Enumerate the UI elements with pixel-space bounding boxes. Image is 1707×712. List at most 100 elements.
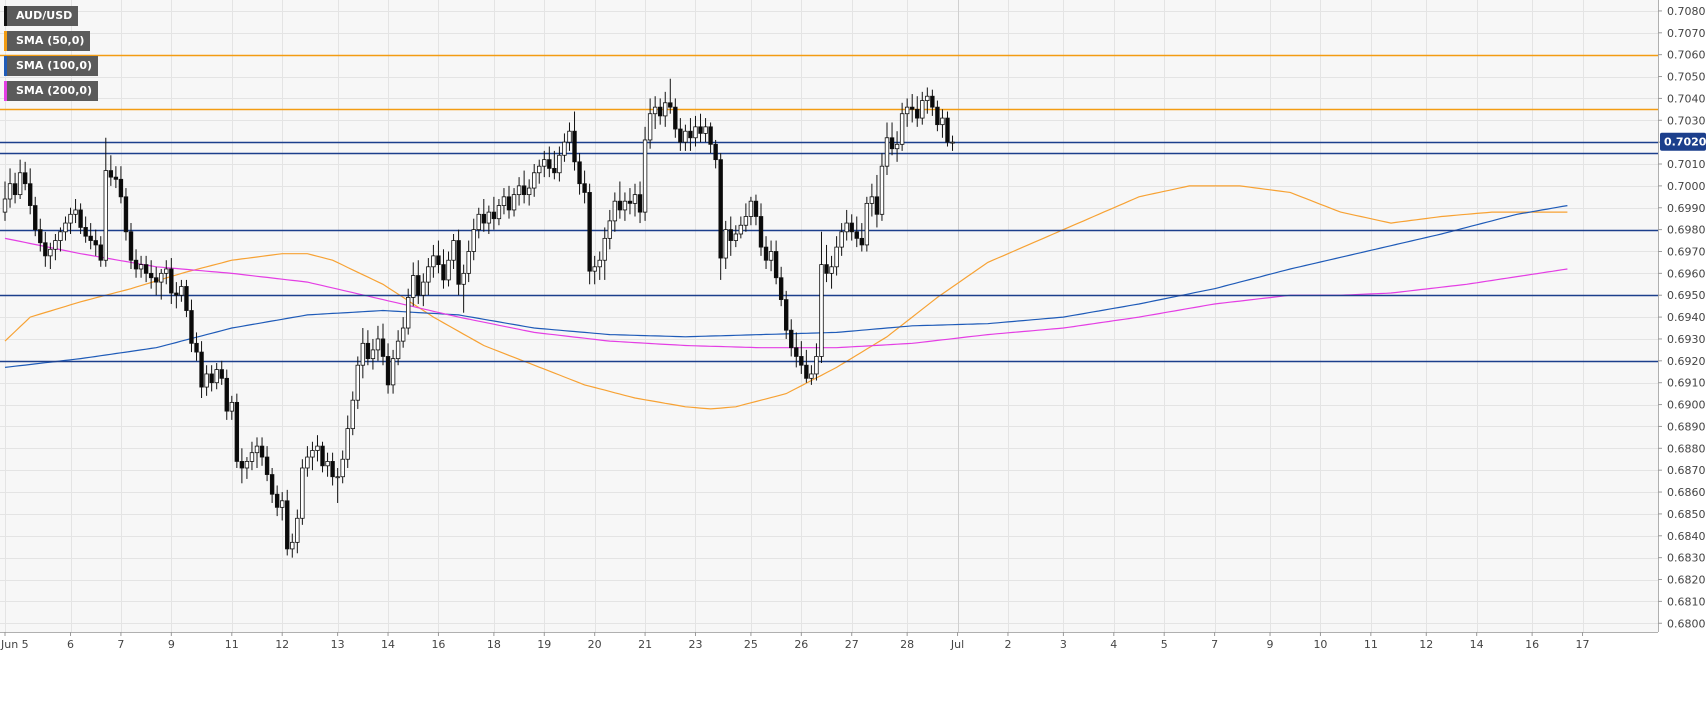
candle-body xyxy=(789,329,794,349)
y-axis-tick-label: 0.7080 xyxy=(1667,5,1706,18)
candle-body xyxy=(562,141,567,156)
legend-swatch-sma-200 xyxy=(4,81,7,101)
candle-body xyxy=(285,500,290,550)
candle-body xyxy=(421,281,426,296)
candle-body xyxy=(930,95,935,108)
candle-body xyxy=(910,106,915,110)
x-axis-tick-label: 26 xyxy=(794,638,808,651)
candle-body xyxy=(395,340,401,360)
candle-body xyxy=(728,229,733,241)
candle-body xyxy=(310,450,315,458)
candle-body xyxy=(375,338,381,351)
candle-body xyxy=(612,200,618,222)
candle-body xyxy=(325,461,330,467)
candle-body xyxy=(501,196,507,206)
candle-body xyxy=(93,240,98,246)
candle-body xyxy=(380,338,386,357)
candle-body xyxy=(259,445,265,458)
candle-body xyxy=(471,229,476,252)
candle-body xyxy=(532,172,537,189)
x-axis-tick-label: 19 xyxy=(537,638,551,651)
candle-body xyxy=(950,141,955,144)
candle-body xyxy=(516,185,522,196)
candle-body xyxy=(481,213,486,224)
candle-body xyxy=(920,100,925,119)
candle-body xyxy=(738,224,744,235)
y-axis-tick-label: 0.6960 xyxy=(1667,267,1706,280)
candle-body xyxy=(58,231,63,241)
x-axis-tick-label: 25 xyxy=(744,638,758,651)
candle-body xyxy=(123,196,129,233)
y-axis-tick-label: 0.7030 xyxy=(1667,114,1706,127)
candle-body xyxy=(884,137,890,167)
x-axis-tick-label: 17 xyxy=(1576,638,1590,651)
candle-body xyxy=(340,458,345,478)
candle-body xyxy=(169,268,174,294)
candle-body xyxy=(2,198,8,213)
x-axis-tick-label: 3 xyxy=(1060,638,1067,651)
x-axis-tick-label: 13 xyxy=(331,638,345,651)
candle-body xyxy=(894,143,900,150)
candle-body xyxy=(658,106,663,117)
candle-body xyxy=(839,231,844,248)
candle-body xyxy=(189,310,194,344)
legend-label-sma-200: SMA (200,0) xyxy=(16,84,93,97)
legend-item-sma-200[interactable]: SMA (200,0) xyxy=(4,81,99,101)
x-axis-tick-label: 9 xyxy=(168,638,175,651)
candle-body xyxy=(199,351,204,388)
legend-label-audusd: AUD/USD xyxy=(16,9,73,22)
x-axis-tick-label: 12 xyxy=(275,638,289,651)
candle-body xyxy=(456,240,461,285)
candle-body xyxy=(496,205,502,220)
current-price-badge xyxy=(1660,132,1706,151)
candle-body xyxy=(945,117,950,143)
legend-swatch-audusd xyxy=(4,6,7,26)
candle-body xyxy=(703,126,708,134)
x-axis-tick-label: 27 xyxy=(845,638,859,651)
candle-body xyxy=(547,159,552,169)
candle-body xyxy=(824,264,829,274)
candle-body xyxy=(274,493,280,508)
candle-body xyxy=(864,202,870,246)
candle-body xyxy=(784,299,789,331)
candle-body xyxy=(118,178,124,198)
legend-item-sma-50[interactable]: SMA (50,0) xyxy=(4,31,91,51)
legend-item-sma-100[interactable]: SMA (100,0) xyxy=(4,56,99,76)
candle-body xyxy=(935,106,940,126)
candle-body xyxy=(768,251,774,261)
candle-body xyxy=(607,220,612,239)
y-axis-tick-label: 0.6950 xyxy=(1667,289,1706,302)
y-axis-background xyxy=(1658,0,1707,712)
candle-body xyxy=(48,248,53,257)
candle-body xyxy=(153,277,159,283)
y-axis-tick-label: 0.6800 xyxy=(1667,617,1706,630)
y-axis-tick-label: 0.6890 xyxy=(1667,420,1706,433)
candle-body xyxy=(673,106,678,130)
candle-body xyxy=(431,255,436,268)
current-price-label: 0.70202 xyxy=(1664,136,1707,149)
candle-body xyxy=(209,373,214,384)
candle-body xyxy=(184,286,189,311)
candle-body xyxy=(416,275,421,296)
candle-body xyxy=(249,452,255,462)
x-axis-tick-label: 11 xyxy=(225,638,239,651)
candle-body xyxy=(889,137,895,150)
candle-body xyxy=(592,266,597,272)
x-axis-tick-label: 21 xyxy=(638,638,652,651)
candle-body xyxy=(103,170,108,261)
candle-body xyxy=(466,251,471,274)
candle-body xyxy=(254,445,260,454)
candle-body xyxy=(718,159,723,259)
y-axis-tick-label: 0.6860 xyxy=(1667,486,1706,499)
candle-body xyxy=(290,541,295,550)
candle-body xyxy=(859,237,864,246)
candle-body xyxy=(179,286,184,296)
x-axis-tick-label: 18 xyxy=(487,638,501,651)
candle-body xyxy=(915,108,920,119)
candle-body xyxy=(879,165,885,215)
candle-body xyxy=(174,292,179,296)
candle-body xyxy=(899,113,905,145)
x-axis-tick-label: 10 xyxy=(1313,638,1327,651)
legend-item-audusd[interactable]: AUD/USD xyxy=(4,6,79,26)
